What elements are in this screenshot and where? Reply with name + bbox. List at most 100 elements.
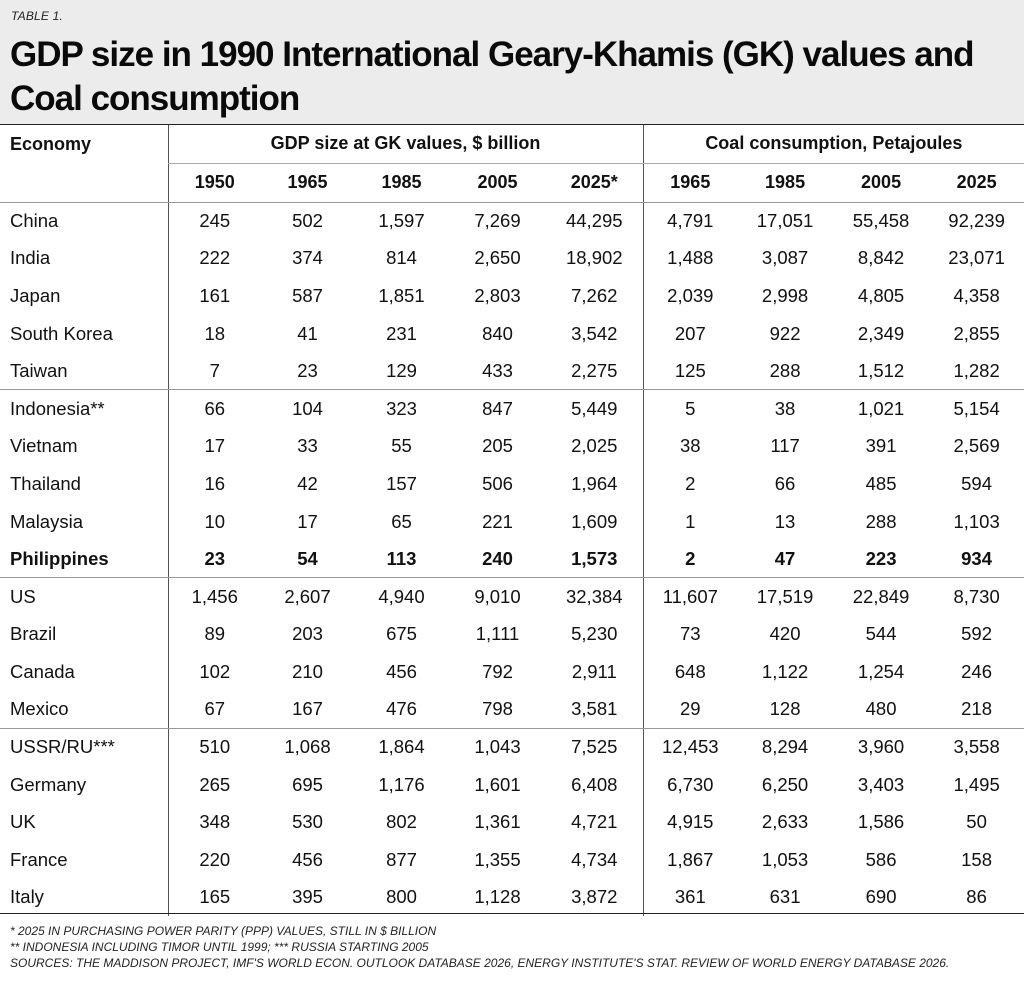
table-body: China 245 502 1,597 7,269 44,295 4,791 17,051 55… bbox=[0, 202, 1024, 917]
table-label: TABLE 1. bbox=[11, 9, 64, 23]
coal-cell: 2,855 bbox=[953, 322, 1000, 344]
gdp-cell: 5,230 bbox=[571, 623, 618, 645]
gdp-year-header: 1950 bbox=[167, 163, 261, 203]
coal-cell: 50 bbox=[966, 811, 987, 833]
gdp-cell: 210 bbox=[292, 660, 323, 682]
title-block: TABLE 1. GDP size in 1990 International … bbox=[0, 0, 1024, 125]
gdp-cell: 67 bbox=[167, 690, 261, 729]
gdp-cell: 33 bbox=[297, 435, 318, 457]
gdp-cell: 840 bbox=[482, 322, 513, 344]
gdp-cell: 2,275 bbox=[546, 352, 644, 391]
coal-cell: 1,122 bbox=[761, 660, 809, 682]
table-row: US 1,456 2,607 4,940 9,010 32,384 11,607 17,519… bbox=[0, 577, 1024, 616]
coal-cell: 22,849 bbox=[852, 585, 910, 607]
coal-cell: 8,842 bbox=[857, 247, 905, 269]
economy-name: USSR/RU*** bbox=[10, 736, 115, 758]
gdp-cell: 530 bbox=[292, 811, 323, 833]
coal-cell: 86 bbox=[966, 886, 987, 908]
coal-cell: 29 bbox=[642, 690, 738, 729]
gdp-cell: 220 bbox=[167, 841, 261, 879]
footnotes: * 2025 IN PURCHASING POWER PARITY (PPP) … bbox=[0, 913, 1024, 990]
coal-cell: 1,495 bbox=[953, 773, 1000, 795]
coal-cell: 934 bbox=[929, 540, 1024, 579]
coal-cell: 38 bbox=[642, 427, 738, 466]
gdp-cell: 205 bbox=[482, 435, 513, 457]
gdp-year-header: 2025* bbox=[546, 163, 644, 203]
coal-cell: 480 bbox=[833, 690, 930, 729]
gdp-cell: 3,581 bbox=[546, 690, 644, 729]
gdp-cell: 7,525 bbox=[571, 736, 618, 758]
gdp-cell: 102 bbox=[167, 653, 261, 691]
table-row: Canada 102 210 456 792 2,911 648 1,122 1,254 246 bbox=[0, 653, 1024, 691]
economy-header: Economy bbox=[10, 133, 92, 154]
gdp-cell: 1,361 bbox=[474, 811, 521, 833]
economy-name: Malaysia bbox=[10, 510, 83, 532]
gdp-cell: 1,597 bbox=[378, 210, 425, 232]
gdp-cell: 433 bbox=[449, 352, 546, 391]
economy-name: Mexico bbox=[0, 690, 168, 729]
gdp-cell: 65 bbox=[391, 510, 412, 532]
gdp-cell: 203 bbox=[292, 623, 323, 645]
data-table: Economy GDP size at GK values, $ billion… bbox=[0, 125, 1024, 917]
coal-cell: 2,039 bbox=[642, 277, 738, 315]
gdp-cell: 348 bbox=[167, 803, 261, 842]
coal-cell: 5,154 bbox=[953, 398, 1000, 420]
gdp-cell: 7,262 bbox=[571, 284, 618, 306]
gdp-cell: 17 bbox=[167, 427, 261, 466]
table-row: USSR/RU*** 510 1,068 1,864 1,043 7,525 12,453 8… bbox=[0, 728, 1024, 766]
gdp-cell: 1,068 bbox=[284, 736, 331, 758]
gdp-cell: 129 bbox=[354, 352, 449, 391]
economy-header-spacer bbox=[0, 163, 168, 203]
gdp-cell: 4,721 bbox=[571, 811, 618, 833]
table-row: Mexico 67 167 476 798 3,581 29 128 480 218 bbox=[0, 690, 1024, 729]
table-row: Japan 161 587 1,851 2,803 7,262 2,039 2,998 4,80… bbox=[0, 277, 1024, 315]
table-row: UK 348 530 802 1,361 4,721 4,915 2,633 1,586 50 bbox=[0, 803, 1024, 842]
gdp-cell: 66 bbox=[167, 389, 261, 428]
coal-cell: 922 bbox=[769, 322, 801, 344]
coal-cell: 92,239 bbox=[948, 210, 1005, 232]
coal-cell: 2,998 bbox=[761, 284, 809, 306]
table-row: Philippines 23 54 113 240 1,573 2 47 223 934 bbox=[0, 540, 1024, 579]
coal-year-header: 2025 bbox=[929, 163, 1024, 203]
gdp-cell: 2,803 bbox=[474, 284, 521, 306]
coal-cell: 13 bbox=[774, 510, 796, 532]
coal-cell: 158 bbox=[961, 848, 993, 870]
gdp-cell: 4,734 bbox=[571, 848, 618, 870]
economy-name: China bbox=[10, 210, 59, 232]
coal-cell: 2 bbox=[642, 465, 738, 503]
coal-cell: 1,021 bbox=[857, 398, 905, 420]
coal-cell: 17,519 bbox=[756, 585, 814, 607]
gdp-cell: 165 bbox=[167, 878, 261, 917]
gdp-cell: 502 bbox=[292, 210, 323, 232]
gdp-cell: 240 bbox=[449, 540, 546, 579]
gdp-cell: 1,609 bbox=[571, 510, 618, 532]
coal-cell: 594 bbox=[961, 472, 993, 494]
coal-cell: 47 bbox=[737, 540, 834, 579]
coal-cell: 4,791 bbox=[642, 202, 738, 240]
gdp-cell: 1,111 bbox=[475, 623, 520, 645]
coal-cell: 288 bbox=[737, 352, 834, 391]
gdp-cell: 41 bbox=[297, 322, 318, 344]
gdp-cell: 7,269 bbox=[474, 210, 521, 232]
gdp-cell: 1,456 bbox=[167, 577, 261, 616]
economy-name: Vietnam bbox=[10, 435, 78, 457]
year-header-row: 1950 1965 1985 2005 2025* 1965 1985 2005 2025 bbox=[0, 163, 1024, 203]
coal-cell: 12,453 bbox=[642, 728, 738, 766]
coal-cell: 690 bbox=[865, 886, 897, 908]
gdp-cell: 510 bbox=[167, 728, 261, 766]
gdp-cell: 2,650 bbox=[474, 247, 521, 269]
coal-cell: 1 bbox=[642, 502, 738, 541]
gdp-cell: 6,408 bbox=[571, 773, 618, 795]
economy-name: Germany bbox=[10, 773, 87, 795]
gdp-cell: 18 bbox=[167, 314, 261, 353]
gdp-cell: 877 bbox=[386, 848, 417, 870]
coal-cell: 8,294 bbox=[761, 736, 809, 758]
economy-name: US bbox=[10, 585, 36, 607]
coal-cell: 23,071 bbox=[948, 247, 1005, 269]
gdp-cell: 1,043 bbox=[474, 736, 521, 758]
gdp-cell: 113 bbox=[354, 540, 449, 579]
coal-year-header: 2005 bbox=[833, 163, 930, 203]
coal-cell: 6,250 bbox=[761, 773, 809, 795]
coal-cell: 1,254 bbox=[857, 660, 905, 682]
